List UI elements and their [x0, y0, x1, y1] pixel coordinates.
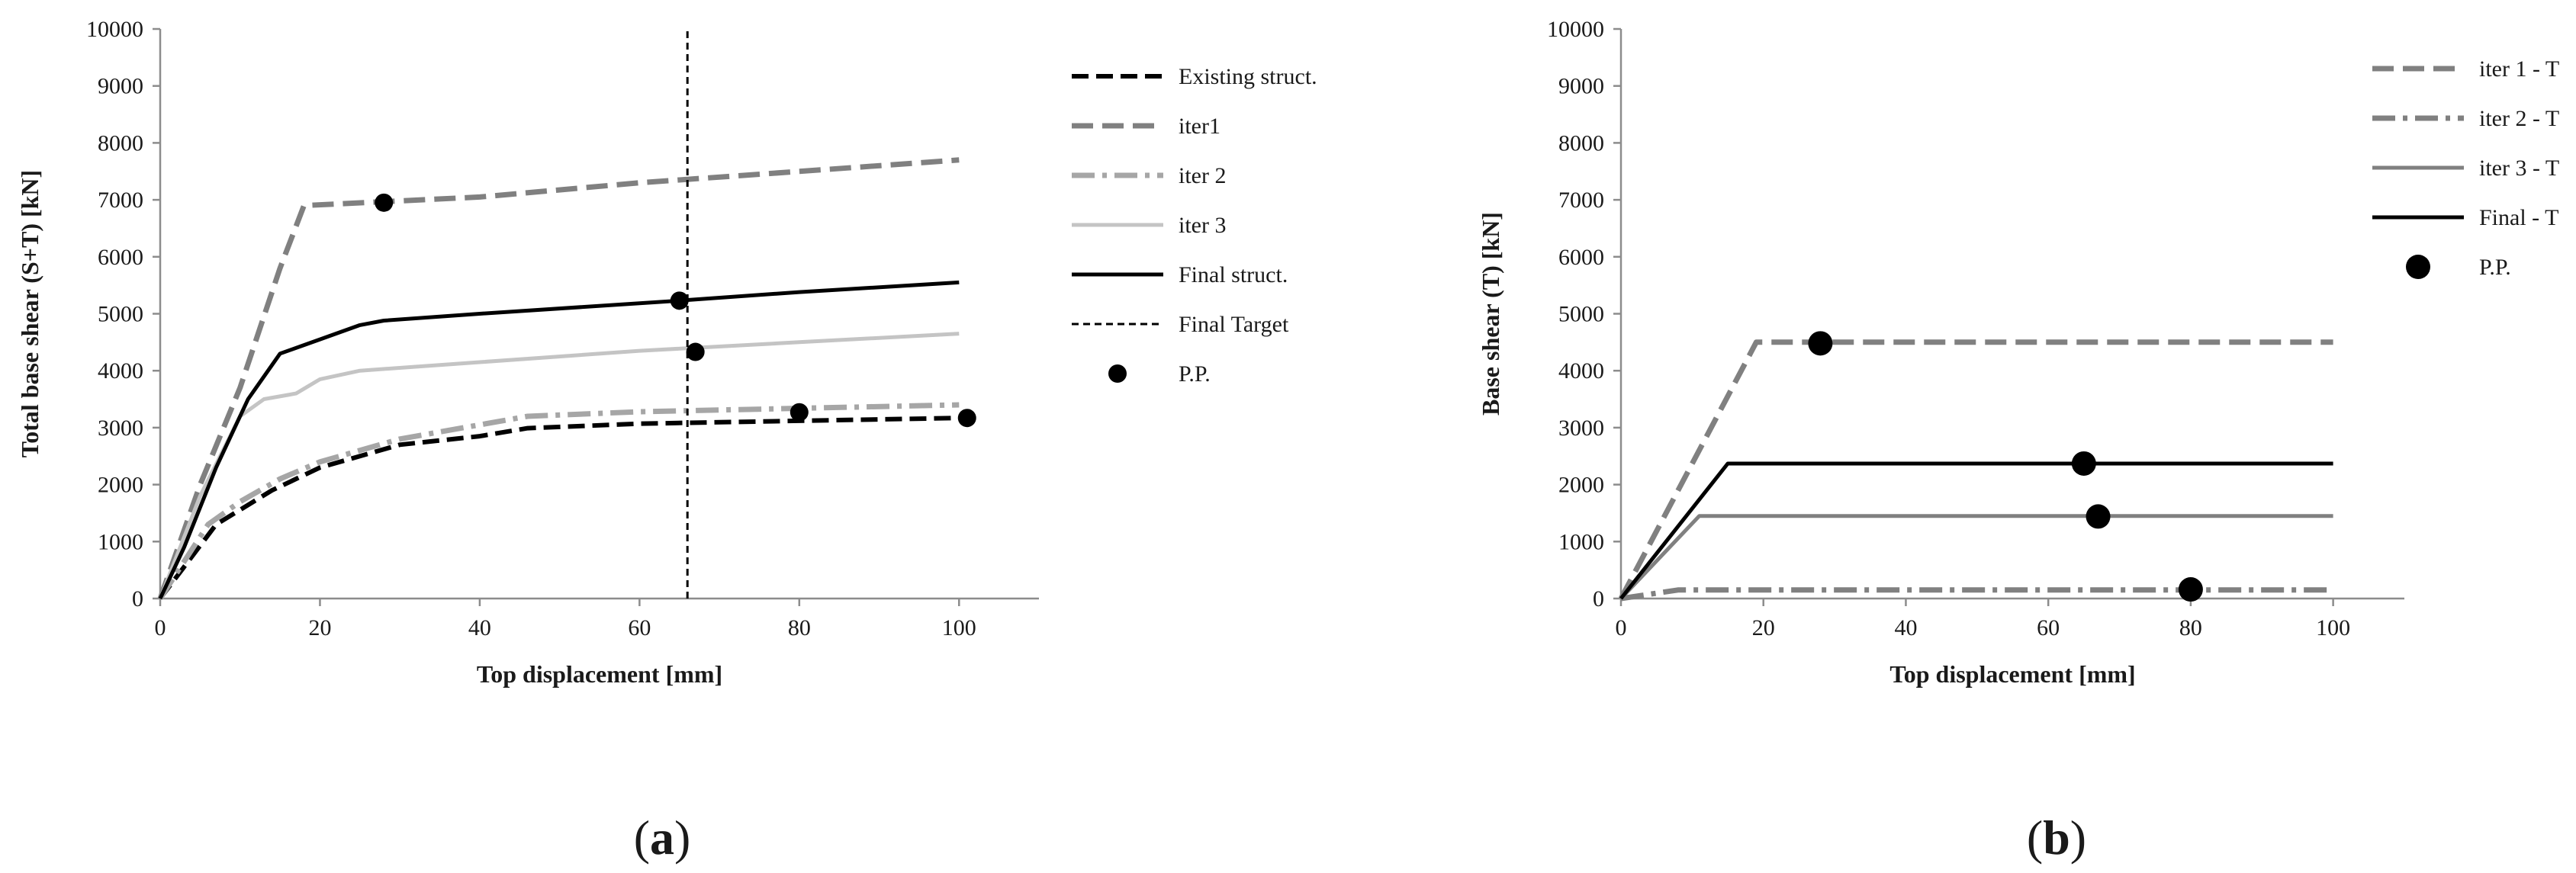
series-line-1 [157, 157, 960, 600]
x-tick-label: 0 [155, 615, 166, 640]
y-tick-label: 5000 [98, 302, 143, 327]
chart-b-plot-area: 0 20 40 60 80 1000100020003000400050006000700… [1547, 17, 2404, 640]
y-tick-label: 7000 [98, 188, 143, 213]
series-line-2 [1619, 514, 2333, 600]
chart-b-caption-letter: b [2043, 810, 2070, 865]
x-tick-label: 60 [628, 615, 651, 640]
x-tick-label: 100 [942, 615, 976, 640]
series-line-3 [158, 332, 960, 599]
y-tick-label: 2000 [98, 473, 143, 498]
legend-label: P.P. [2479, 255, 2511, 280]
y-tick-label: 1000 [98, 529, 143, 554]
chart-a-legend: Existing struct. iter1 iter 2 iter 3 Final s… [1072, 64, 1317, 387]
chart-b-legend: iter 1 - T iter 2 - T iter 3 - T Final - T P… [2372, 56, 2559, 280]
chart-a-caption: (a) [634, 810, 691, 865]
y-tick-label: 10000 [86, 17, 143, 42]
legend-label: iter 2 - T [2479, 106, 2559, 131]
y-tick-label: 1000 [1558, 529, 1604, 554]
x-tick-label: 80 [2179, 615, 2202, 640]
legend-label: Final - T [2479, 205, 2558, 230]
chart-b-caption: (b) [2027, 810, 2086, 865]
performance-point-marker [957, 409, 976, 428]
legend-swatch [1108, 364, 1127, 383]
performance-point-marker [1808, 331, 1833, 356]
y-tick-label: 9000 [1558, 74, 1604, 99]
x-tick-label: 0 [1616, 615, 1627, 640]
legend-label: iter 1 - T [2479, 56, 2559, 82]
legend-label: iter 3 - T [2479, 156, 2559, 181]
performance-point-marker [686, 342, 705, 361]
series-line-1 [1620, 587, 2333, 602]
y-tick-label: 8000 [98, 130, 143, 156]
y-tick-label: 4000 [98, 358, 143, 384]
legend-label: Existing struct. [1179, 64, 1317, 89]
performance-point-marker [2086, 504, 2111, 529]
y-tick-label: 6000 [1558, 245, 1604, 270]
y-tick-label: 8000 [1558, 130, 1604, 156]
legend-label: iter1 [1179, 114, 1220, 139]
y-tick-label: 10000 [1547, 17, 1604, 42]
performance-point-marker [790, 403, 809, 422]
legend-label: Final Target [1179, 312, 1289, 337]
x-tick-label: 100 [2316, 615, 2350, 640]
x-tick-label: 40 [468, 615, 491, 640]
series-line-0 [1618, 339, 2333, 600]
chart-panel-b: 0 20 40 60 80 1000100020003000400050006000700… [1477, 17, 2559, 865]
chart-b-y-axis-label: Base shear (T) [kN] [1477, 212, 1504, 416]
legend-label: P.P. [1179, 361, 1211, 387]
legend-label: iter 2 [1179, 163, 1226, 188]
series-line-2 [158, 402, 960, 600]
chart-b-x-axis-label: Top displacement [mm] [1889, 660, 2135, 688]
y-tick-label: 9000 [98, 74, 143, 99]
performance-point-marker [2071, 451, 2096, 476]
y-tick-label: 5000 [1558, 302, 1604, 327]
chart-a-caption-letter: a [650, 810, 674, 865]
series-line-0 [158, 416, 960, 600]
performance-point-marker [375, 193, 394, 212]
x-tick-label: 60 [2037, 615, 2060, 640]
chart-a-y-axis-label: Total base shear (S+T) [kN] [16, 170, 43, 457]
y-tick-label: 7000 [1558, 188, 1604, 213]
series-line-4 [158, 280, 960, 600]
performance-point-marker [670, 291, 689, 310]
chart-panel-a: 0 20 40 60 80 1000100020003000400050006000700… [16, 17, 1317, 865]
y-tick-label: 2000 [1558, 473, 1604, 498]
chart-a-plot-area: 0 20 40 60 80 1000100020003000400050006000700… [86, 17, 1039, 640]
y-tick-label: 4000 [1558, 358, 1604, 384]
y-tick-label: 6000 [98, 245, 143, 270]
performance-point-marker [2178, 577, 2203, 602]
x-tick-label: 20 [1752, 615, 1775, 640]
legend-swatch [2406, 255, 2430, 279]
y-tick-label: 3000 [98, 416, 143, 441]
y-tick-label: 3000 [1558, 416, 1604, 441]
legend-label: iter 3 [1179, 213, 1226, 238]
x-tick-label: 80 [788, 615, 811, 640]
series-line-3 [1619, 461, 2333, 600]
legend-label: Final struct. [1179, 262, 1288, 287]
y-tick-label: 0 [1593, 586, 1604, 611]
chart-a-x-axis-label: Top displacement [mm] [477, 660, 722, 688]
x-tick-label: 20 [308, 615, 331, 640]
y-tick-label: 0 [132, 586, 143, 611]
x-tick-label: 40 [1894, 615, 1917, 640]
